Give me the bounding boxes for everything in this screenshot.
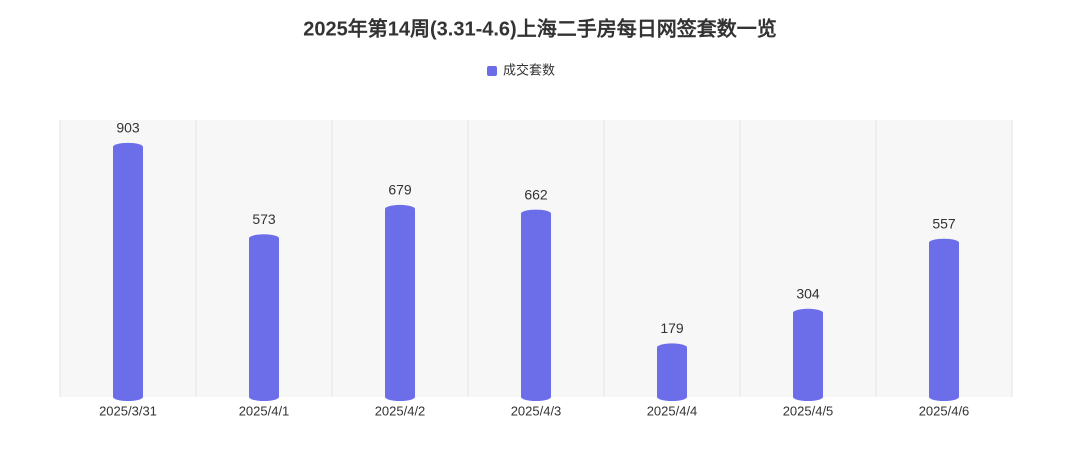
bar: [929, 238, 959, 401]
value-label: 662: [524, 186, 548, 202]
bar: [657, 343, 687, 401]
x-tick-label: 2025/4/6: [919, 403, 970, 418]
x-tick-label: 2025/3/31: [99, 403, 157, 418]
x-tick-label: 2025/4/2: [375, 403, 426, 418]
bar: [793, 308, 823, 401]
x-tick-label: 2025/4/4: [647, 403, 698, 418]
legend-swatch: [487, 66, 497, 76]
x-tick-label: 2025/4/5: [783, 403, 834, 418]
value-label: 557: [932, 215, 956, 231]
x-tick-label: 2025/4/1: [239, 403, 290, 418]
chart-title: 2025年第14周(3.31-4.6)上海二手房每日网签套数一览: [303, 16, 776, 40]
value-label: 179: [660, 320, 684, 336]
value-label: 573: [252, 211, 276, 227]
value-label: 304: [796, 285, 820, 301]
bar: [385, 204, 415, 401]
value-label: 903: [116, 120, 140, 136]
bar: [521, 209, 551, 401]
bar: [249, 234, 279, 401]
x-tick-label: 2025/4/3: [511, 403, 562, 418]
legend-label: 成交套数: [503, 62, 555, 77]
bar: [113, 142, 143, 401]
value-label: 679: [388, 182, 412, 198]
